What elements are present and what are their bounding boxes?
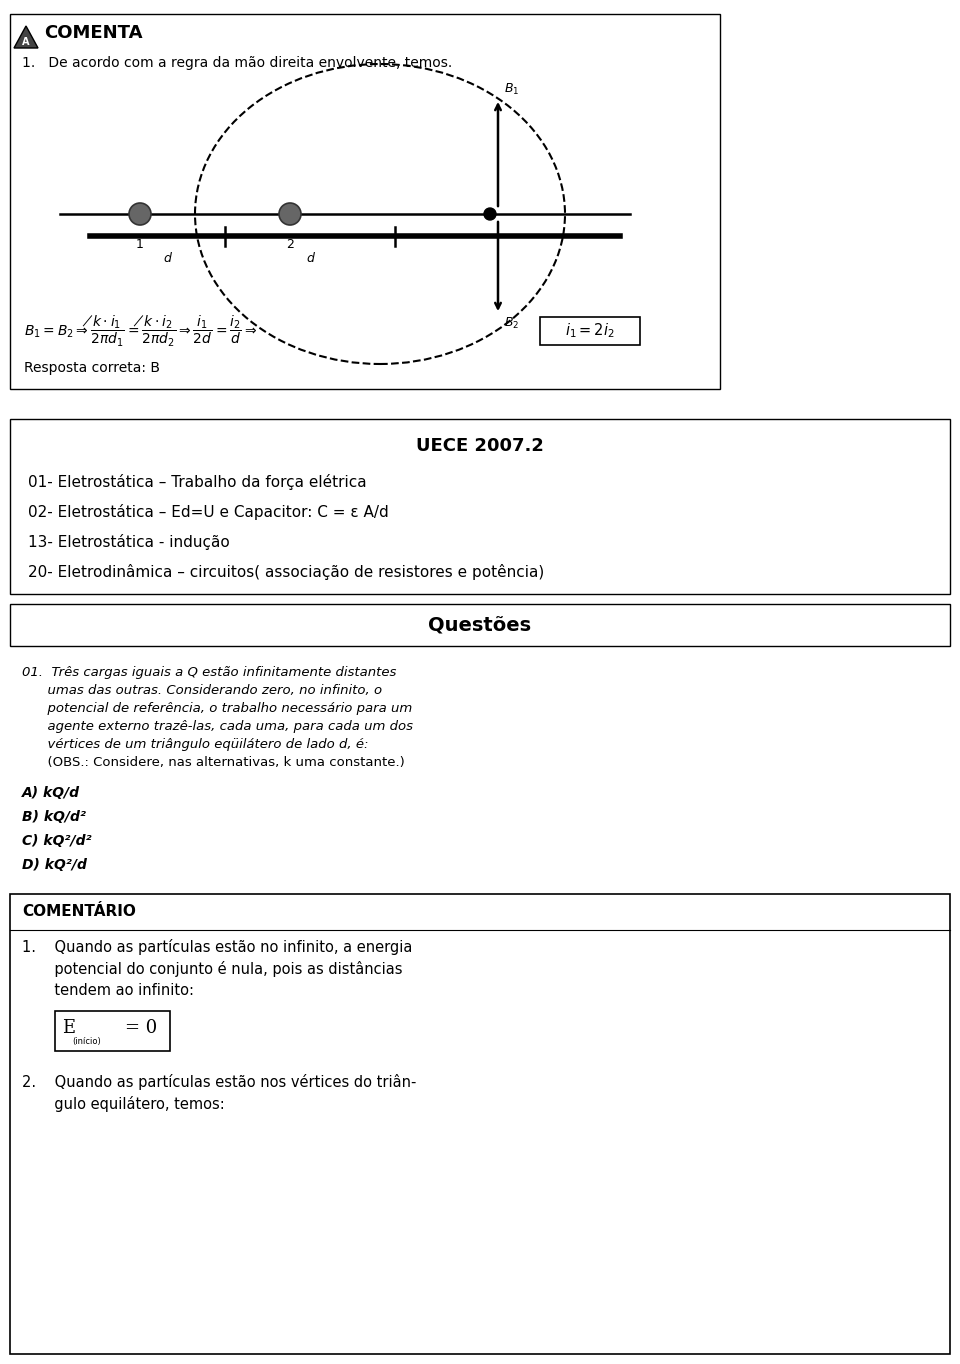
Text: 02- Eletrostática – Ed=U e Capacitor: C = ε A/d: 02- Eletrostática – Ed=U e Capacitor: C … (28, 505, 389, 520)
Bar (10, 419, 950, 593)
Text: tendem ao infinito:: tendem ao infinito: (22, 983, 194, 998)
Circle shape (484, 207, 496, 220)
Text: COMENTA: COMENTA (44, 25, 142, 42)
Text: 2: 2 (286, 237, 294, 251)
Text: (OBS.: Considere, nas alternativas, k uma constante.): (OBS.: Considere, nas alternativas, k um… (22, 756, 405, 769)
Text: 1.    Quando as partículas estão no infinito, a energia: 1. Quando as partículas estão no infinit… (22, 938, 413, 955)
Text: $i_1 = 2i_2$: $i_1 = 2i_2$ (565, 322, 614, 341)
Text: Resposta correta: B: Resposta correta: B (24, 361, 160, 375)
Text: B) kQ/d²: B) kQ/d² (22, 810, 86, 824)
Text: 2.    Quando as partículas estão nos vértices do triân-: 2. Quando as partículas estão nos vértic… (22, 1073, 417, 1090)
Bar (10, 604, 950, 647)
Bar (540, 316, 640, 345)
Text: gulo equilátero, temos:: gulo equilátero, temos: (22, 1097, 225, 1112)
Text: 1.   De acordo com a regra da mão direita envolvente, temos.: 1. De acordo com a regra da mão direita … (22, 56, 452, 70)
Text: potencial do conjunto é nula, pois as distâncias: potencial do conjunto é nula, pois as di… (22, 962, 402, 977)
Text: d: d (163, 252, 172, 265)
Text: E: E (62, 1019, 75, 1037)
Text: $B_1$: $B_1$ (504, 82, 519, 97)
Text: Questões: Questões (428, 615, 532, 634)
Text: 20- Eletrodinâmica – circuitos( associação de resistores e potência): 20- Eletrodinâmica – circuitos( associaç… (28, 563, 544, 580)
Text: 1: 1 (136, 237, 144, 251)
Bar (55, 1011, 170, 1052)
Text: COMENTÁRIO: COMENTÁRIO (22, 904, 136, 919)
Text: d: d (306, 252, 314, 265)
Bar (10, 893, 950, 1354)
Bar (10, 14, 720, 389)
Text: UECE 2007.2: UECE 2007.2 (416, 436, 544, 456)
Text: 01.  Três cargas iguais a Q estão infinitamente distantes: 01. Três cargas iguais a Q estão infinit… (22, 666, 396, 679)
Text: vértices de um triângulo eqüilátero de lado d, é:: vértices de um triângulo eqüilátero de l… (22, 738, 369, 752)
Text: = 0: = 0 (125, 1019, 157, 1037)
Circle shape (279, 203, 301, 225)
Text: A) kQ/d: A) kQ/d (22, 786, 80, 801)
Text: C) kQ²/d²: C) kQ²/d² (22, 833, 91, 848)
Text: umas das outras. Considerando zero, no infinito, o: umas das outras. Considerando zero, no i… (22, 683, 382, 697)
Text: $B_1 = B_2 \Rightarrow \dfrac{\not{k} \cdot i_1}{2\pi d_1} = \dfrac{\not{k} \cdo: $B_1 = B_2 \Rightarrow \dfrac{\not{k} \c… (24, 314, 257, 349)
Text: D) kQ²/d: D) kQ²/d (22, 858, 86, 872)
Text: $B_2$: $B_2$ (504, 316, 519, 331)
Text: agente externo trazê-las, cada uma, para cada um dos: agente externo trazê-las, cada uma, para… (22, 720, 413, 732)
Text: A: A (22, 37, 30, 46)
Text: 13- Eletrostática - indução: 13- Eletrostática - indução (28, 533, 229, 550)
Text: (início): (início) (72, 1037, 101, 1046)
Text: potencial de referência, o trabalho necessário para um: potencial de referência, o trabalho nece… (22, 702, 412, 715)
Polygon shape (14, 26, 38, 48)
Text: 01- Eletrostática – Trabalho da força elétrica: 01- Eletrostática – Trabalho da força el… (28, 475, 367, 490)
Circle shape (129, 203, 151, 225)
